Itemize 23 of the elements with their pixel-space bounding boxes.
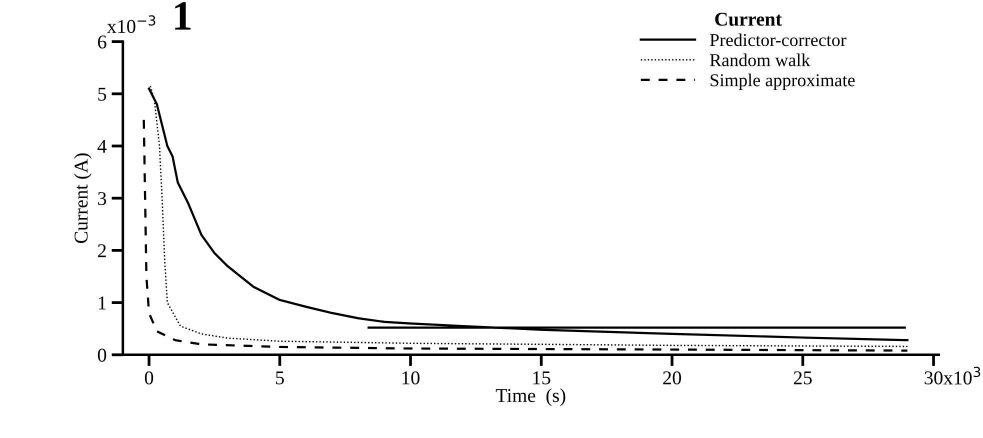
y-tick-label: 4: [98, 140, 107, 153]
y-tick-label: 3: [98, 192, 106, 206]
x-axis-title: Time (s): [496, 388, 566, 406]
text: x10$^{3}$: [943, 366, 980, 385]
legend-title: Current: [715, 12, 782, 26]
text: x10$^{−3}$: [107, 15, 156, 34]
y-tick-label: 6: [98, 35, 106, 49]
x-tick-label: 20: [663, 371, 682, 384]
y-tick-label: 0: [98, 348, 106, 362]
y-tick-label: 1: [98, 296, 106, 310]
x-tick-label: 0: [144, 371, 154, 384]
text: 1: [175, 2, 191, 30]
y-axis-title: Current (A): [74, 153, 92, 244]
x-tick-label: 15: [533, 371, 550, 384]
legend-label: Random walk: [710, 54, 810, 66]
x-tick-label: 10: [402, 371, 420, 384]
legend-label: Predictor-corrector: [710, 33, 846, 46]
x-tick-label: 25: [794, 371, 812, 384]
x-tick-label: 5: [276, 372, 284, 384]
legend-label: Simple approximate: [710, 74, 855, 90]
y-tick-label: 2: [98, 244, 106, 258]
x-tick-label: 30: [924, 371, 943, 384]
y-tick-label: 5: [98, 88, 106, 101]
